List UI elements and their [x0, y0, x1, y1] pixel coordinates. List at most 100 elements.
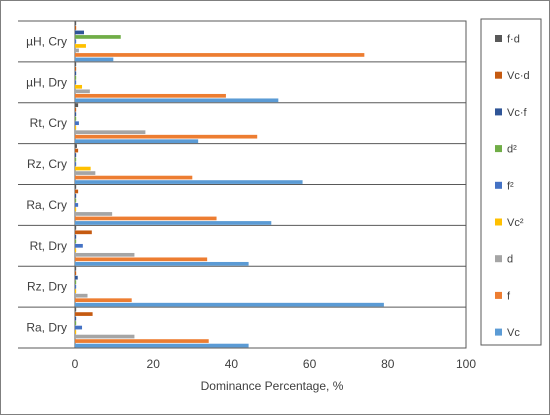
x-tick-label: 40 — [225, 357, 239, 371]
bar — [75, 189, 79, 194]
bar — [75, 162, 77, 166]
bar — [75, 148, 79, 153]
bar — [75, 153, 77, 157]
bar — [75, 321, 77, 325]
bar — [75, 221, 272, 225]
category-label: Rz, Cry — [27, 157, 67, 171]
bar — [75, 207, 77, 212]
bar — [75, 171, 96, 175]
bar — [75, 239, 77, 244]
bar — [75, 157, 77, 162]
bar — [75, 84, 83, 89]
bar — [75, 312, 93, 316]
bar — [75, 307, 77, 312]
bar — [75, 203, 79, 207]
bar — [75, 44, 86, 48]
legend-label: Vc·f — [507, 107, 528, 119]
bar — [75, 334, 135, 339]
bar — [75, 134, 258, 139]
category-label: Ra, Dry — [26, 321, 67, 335]
x-tick-labels: 0 20 40 60 80 100 — [72, 357, 477, 371]
x-tick-label: 100 — [456, 357, 476, 371]
category-label: µH, Dry — [26, 75, 67, 89]
bar — [75, 30, 84, 35]
bar — [75, 261, 249, 266]
legend-label: Vc² — [507, 217, 524, 229]
bar — [75, 248, 77, 253]
bar — [75, 130, 146, 135]
bar — [75, 125, 77, 130]
bar — [75, 257, 208, 262]
legend-swatch — [495, 145, 502, 153]
legend-label: f² — [507, 180, 514, 192]
legend-label: Vc — [507, 327, 520, 339]
bar — [75, 93, 226, 98]
bar — [75, 116, 77, 121]
bar — [75, 48, 79, 53]
legend-swatch — [495, 35, 502, 42]
legend-label: f — [507, 290, 511, 302]
bar — [75, 53, 365, 57]
legend-swatch — [495, 181, 502, 189]
category-label: µH, Cry — [26, 34, 67, 48]
bar — [75, 266, 77, 271]
bar — [75, 275, 78, 280]
bar — [75, 216, 217, 221]
bar — [75, 180, 303, 184]
bar — [75, 234, 77, 239]
bars-group — [75, 21, 384, 348]
legend-swatch — [495, 255, 502, 263]
bar — [75, 175, 193, 180]
bar — [75, 98, 279, 103]
legend-swatch — [495, 71, 502, 79]
bar — [75, 139, 199, 144]
legend-box — [480, 18, 542, 346]
bar — [75, 293, 88, 298]
x-tick-label: 80 — [381, 357, 395, 371]
bar — [75, 316, 77, 321]
bar — [75, 194, 77, 198]
x-tick-label: 20 — [147, 357, 161, 371]
legend-label: f·d — [507, 34, 520, 46]
plot-frame — [18, 20, 467, 349]
bar — [75, 185, 77, 189]
legend-swatch — [495, 328, 502, 336]
legend-label: d² — [507, 144, 517, 156]
bar — [75, 21, 77, 26]
bar — [75, 75, 77, 80]
bar — [75, 80, 77, 85]
bar — [75, 284, 77, 289]
bar — [75, 103, 79, 108]
legend: f·d Vc·d Vc·f d² f² Vc² d f Vc — [480, 18, 542, 346]
x-tick-label: 60 — [303, 357, 317, 371]
legend-label: Vc·d — [507, 70, 530, 82]
category-label: Rz, Dry — [27, 280, 67, 294]
bar — [75, 39, 77, 44]
bar — [75, 89, 90, 94]
bar — [75, 144, 77, 148]
bar — [75, 289, 77, 294]
bar — [75, 57, 114, 62]
bar — [75, 252, 135, 257]
bar — [75, 166, 91, 171]
category-label: Ra, Cry — [26, 198, 67, 212]
bar — [75, 302, 384, 307]
bar — [75, 212, 113, 216]
bar — [75, 298, 132, 303]
category-labels: µH, Cry µH, Dry Rt, Cry Rz, Cry Ra, Cry Rt, D… — [26, 34, 67, 334]
bar — [75, 66, 77, 71]
bar — [75, 62, 77, 67]
bar — [75, 198, 77, 203]
category-label: Rt, Dry — [30, 239, 67, 253]
legend-swatch — [495, 108, 502, 116]
bar — [75, 107, 77, 112]
legend-swatch — [495, 218, 502, 226]
bar — [75, 243, 83, 248]
bar — [75, 112, 77, 117]
legend-swatch — [495, 291, 502, 299]
bar — [75, 225, 77, 230]
bar — [75, 339, 209, 343]
x-axis-label: Dominance Percentage, % — [201, 379, 344, 393]
legend-label: d — [507, 254, 513, 266]
